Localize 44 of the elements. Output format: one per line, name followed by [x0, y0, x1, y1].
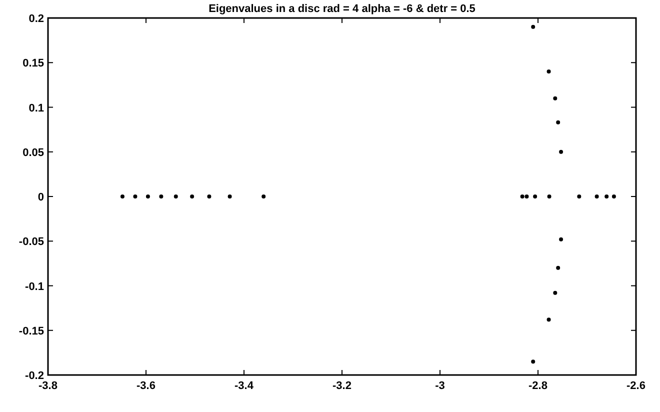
point [146, 194, 150, 198]
point [174, 194, 178, 198]
point [262, 194, 266, 198]
x-tick-label: -3 [435, 380, 445, 392]
x-tick-label: -2.6 [626, 380, 646, 392]
point [520, 194, 524, 198]
point [546, 70, 551, 74]
chart-title: Eigenvalues in a disc rad = 4 alpha = -6 & detr = 0.5 [208, 3, 476, 15]
point [533, 194, 538, 198]
point [120, 194, 124, 198]
point [159, 194, 164, 198]
y-tick-label: -0.05 [18, 236, 44, 248]
point [546, 318, 551, 322]
x-tick-label: -3.4 [234, 380, 254, 392]
x-tick-label: -3.2 [332, 380, 352, 392]
y-tick-label: -0.15 [18, 325, 44, 338]
point [594, 194, 599, 198]
x-tick-label: -3.8 [38, 380, 58, 392]
point [553, 290, 558, 295]
point [559, 237, 564, 242]
point [133, 194, 138, 198]
point [531, 360, 536, 364]
y-tick-label: 0.15 [22, 58, 44, 70]
x-tick-label: -3.6 [136, 380, 156, 392]
x-tick-label: -2.8 [528, 380, 548, 392]
point [190, 194, 194, 198]
point [531, 24, 536, 29]
y-tick-label: -0.2 [25, 370, 44, 382]
point [556, 266, 560, 270]
y-tick-label: 0.05 [22, 146, 44, 159]
y-tick-label: 0.2 [28, 13, 44, 25]
y-tick-label: -0.1 [25, 280, 44, 293]
point [612, 194, 616, 198]
point [604, 194, 609, 198]
point [553, 96, 558, 100]
point [547, 194, 552, 198]
point [228, 194, 232, 198]
point [524, 194, 529, 198]
point [559, 150, 564, 154]
point [207, 194, 212, 198]
point [556, 120, 560, 124]
y-tick-label: 0.1 [28, 102, 44, 114]
y-tick-label: 0 [38, 192, 44, 204]
point [577, 194, 582, 198]
